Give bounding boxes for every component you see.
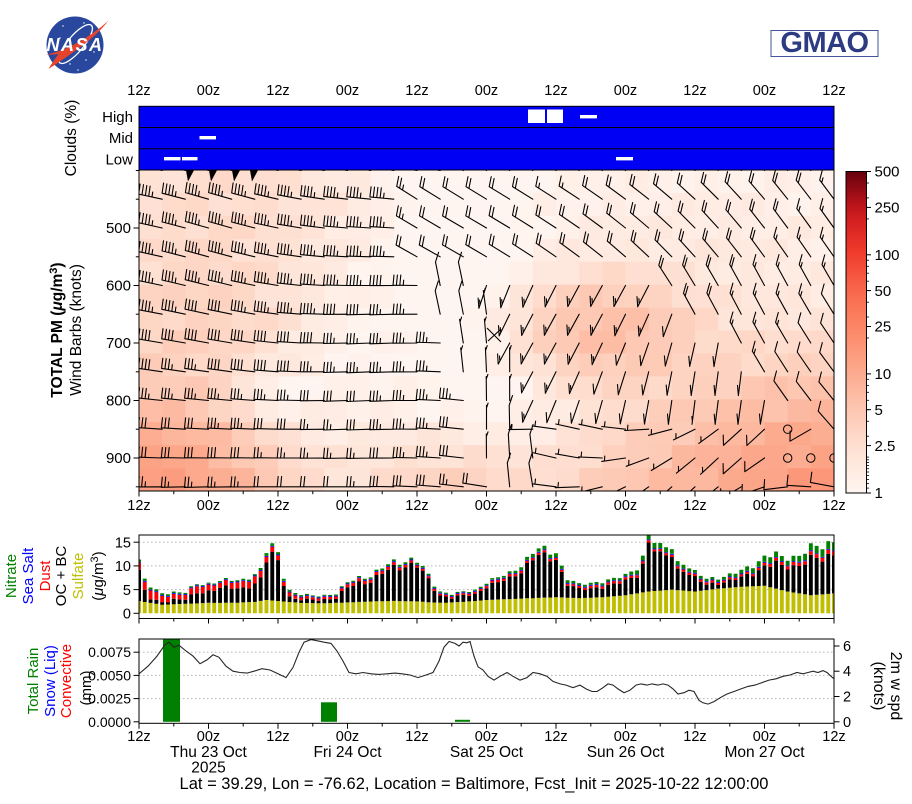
svg-text:100: 100 bbox=[875, 247, 900, 264]
svg-text:12z: 12z bbox=[405, 498, 428, 514]
svg-text:0.0050: 0.0050 bbox=[88, 667, 131, 683]
svg-text:12z: 12z bbox=[822, 729, 845, 745]
svg-text:(μg/m3): (μg/m3) bbox=[89, 551, 107, 600]
svg-text:Dust: Dust bbox=[37, 560, 54, 592]
svg-text:2: 2 bbox=[843, 690, 851, 706]
svg-text:25: 25 bbox=[875, 319, 892, 336]
svg-text:5: 5 bbox=[875, 402, 883, 419]
svg-text:2.5: 2.5 bbox=[875, 438, 896, 455]
svg-text:500: 500 bbox=[106, 220, 131, 237]
svg-text:Convective: Convective bbox=[58, 644, 75, 718]
svg-text:6: 6 bbox=[843, 639, 851, 655]
svg-text:12z: 12z bbox=[822, 83, 845, 99]
svg-text:12z: 12z bbox=[127, 729, 150, 745]
svg-text:12z: 12z bbox=[544, 729, 567, 745]
svg-text:Sat 25 Oct: Sat 25 Oct bbox=[450, 744, 524, 761]
svg-text:00z: 00z bbox=[614, 498, 637, 514]
svg-text:Sea Salt: Sea Salt bbox=[20, 547, 37, 605]
svg-text:Snow (Liq): Snow (Liq) bbox=[42, 645, 59, 717]
svg-text:TOTAL PM (μg/m3): TOTAL PM (μg/m3) bbox=[48, 262, 66, 397]
svg-text:High: High bbox=[102, 109, 133, 126]
svg-text:Mon 27 Oct: Mon 27 Oct bbox=[724, 744, 805, 761]
svg-text:250: 250 bbox=[875, 200, 900, 217]
svg-text:00z: 00z bbox=[336, 83, 359, 99]
svg-text:(mm): (mm) bbox=[78, 671, 95, 706]
svg-text:12z: 12z bbox=[127, 83, 150, 99]
svg-text:Nitrate: Nitrate bbox=[3, 554, 20, 598]
svg-text:0: 0 bbox=[843, 715, 851, 731]
svg-text:00z: 00z bbox=[753, 729, 776, 745]
svg-text:10: 10 bbox=[115, 559, 131, 575]
svg-text:1: 1 bbox=[875, 485, 883, 502]
svg-text:12z: 12z bbox=[822, 498, 845, 514]
svg-text:50: 50 bbox=[875, 283, 892, 300]
svg-text:00z: 00z bbox=[197, 498, 220, 514]
svg-text:12z: 12z bbox=[127, 498, 150, 514]
svg-text:Low: Low bbox=[105, 151, 133, 168]
svg-text:600: 600 bbox=[106, 278, 131, 295]
svg-text:00z: 00z bbox=[197, 729, 220, 745]
svg-text:NASA: NASA bbox=[46, 35, 103, 55]
svg-text:0.0000: 0.0000 bbox=[88, 714, 131, 730]
svg-text:800: 800 bbox=[106, 393, 131, 410]
svg-text:00z: 00z bbox=[753, 83, 776, 99]
svg-text:500: 500 bbox=[875, 164, 900, 181]
svg-text:00z: 00z bbox=[614, 83, 637, 99]
svg-text:00z: 00z bbox=[475, 83, 498, 99]
svg-text:Lat = 39.29, Lon = -76.62, Loc: Lat = 39.29, Lon = -76.62, Location = Ba… bbox=[180, 775, 769, 793]
svg-text:12z: 12z bbox=[544, 498, 567, 514]
svg-text:12z: 12z bbox=[405, 729, 428, 745]
svg-text:0.0075: 0.0075 bbox=[88, 644, 131, 660]
svg-text:00z: 00z bbox=[614, 729, 637, 745]
svg-text:12z: 12z bbox=[683, 498, 706, 514]
svg-text:OC + BC: OC + BC bbox=[53, 546, 70, 607]
svg-text:Wind Barbs (knots): Wind Barbs (knots) bbox=[68, 264, 85, 396]
svg-text:Thu 23 Oct: Thu 23 Oct bbox=[170, 744, 247, 761]
svg-text:700: 700 bbox=[106, 335, 131, 352]
svg-text:00z: 00z bbox=[197, 83, 220, 99]
svg-text:12z: 12z bbox=[266, 729, 289, 745]
svg-text:10: 10 bbox=[875, 366, 892, 383]
svg-text:GMAO: GMAO bbox=[780, 27, 868, 59]
svg-text:0.0025: 0.0025 bbox=[88, 691, 131, 707]
svg-text:(knots): (knots) bbox=[870, 662, 887, 711]
svg-text:Mid: Mid bbox=[109, 130, 133, 147]
svg-text:12z: 12z bbox=[683, 729, 706, 745]
svg-text:12z: 12z bbox=[266, 83, 289, 99]
svg-text:Sun 26 Oct: Sun 26 Oct bbox=[587, 744, 665, 761]
svg-text:00z: 00z bbox=[475, 498, 498, 514]
svg-text:Total Rain: Total Rain bbox=[25, 648, 42, 715]
svg-text:00z: 00z bbox=[336, 498, 359, 514]
svg-text:12z: 12z bbox=[683, 83, 706, 99]
svg-text:Clouds (%): Clouds (%) bbox=[63, 100, 80, 177]
svg-text:4: 4 bbox=[843, 664, 851, 680]
svg-text:5: 5 bbox=[123, 583, 131, 599]
svg-text:2025: 2025 bbox=[191, 760, 225, 777]
svg-text:0: 0 bbox=[123, 607, 131, 623]
svg-text:12z: 12z bbox=[405, 83, 428, 99]
svg-text:00z: 00z bbox=[336, 729, 359, 745]
svg-text:Sulfate: Sulfate bbox=[70, 553, 87, 600]
svg-text:00z: 00z bbox=[753, 498, 776, 514]
svg-text:Fri 24 Oct: Fri 24 Oct bbox=[313, 744, 382, 761]
svg-text:15: 15 bbox=[115, 535, 131, 551]
svg-text:12z: 12z bbox=[266, 498, 289, 514]
svg-text:900: 900 bbox=[106, 450, 131, 467]
svg-text:00z: 00z bbox=[475, 729, 498, 745]
svg-text:2m w spd: 2m w spd bbox=[887, 652, 904, 720]
svg-text:12z: 12z bbox=[544, 83, 567, 99]
